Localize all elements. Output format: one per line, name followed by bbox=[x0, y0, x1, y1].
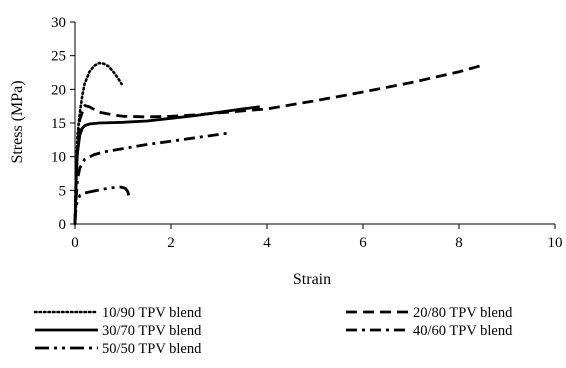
series-line-1 bbox=[73, 61, 123, 226]
chart-ticks: 0 2 4 6 8 10 0 5 10 15 20 25 30 bbox=[51, 15, 563, 251]
y-axis-title: Stress (MPa) bbox=[9, 80, 26, 163]
y-tick-label: 10 bbox=[51, 150, 66, 166]
chart-series bbox=[73, 61, 484, 226]
x-tick-label: 8 bbox=[455, 235, 463, 251]
x-tick-label: 10 bbox=[548, 235, 563, 251]
y-tick-label: 20 bbox=[51, 82, 66, 98]
series-line-4 bbox=[73, 131, 229, 225]
y-tick-label: 0 bbox=[59, 217, 67, 233]
legend-label-3: 30/70 TPV blend bbox=[102, 323, 202, 339]
chart-legend: 10/90 TPV blend 20/80 TPV blend 30/70 TPV … bbox=[33, 305, 513, 357]
series-line-3 bbox=[73, 105, 260, 225]
x-axis-title: Strain bbox=[293, 271, 331, 288]
x-tick-label: 4 bbox=[263, 235, 271, 251]
x-tick-label: 0 bbox=[71, 235, 79, 251]
legend-label-4: 40/60 TPV blend bbox=[413, 323, 513, 339]
x-tick-label: 6 bbox=[359, 235, 367, 251]
y-tick-label: 15 bbox=[51, 116, 66, 132]
y-tick-label: 5 bbox=[59, 183, 67, 199]
y-tick-label: 30 bbox=[51, 15, 66, 31]
legend-label-1: 10/90 TPV blend bbox=[102, 305, 202, 321]
series-line-5 bbox=[73, 185, 132, 225]
y-tick-label: 25 bbox=[51, 49, 66, 65]
x-tick-label: 2 bbox=[167, 235, 175, 251]
legend-label-2: 20/80 TPV blend bbox=[413, 305, 513, 321]
chart-axes bbox=[74, 22, 555, 225]
series-line-2 bbox=[73, 63, 484, 225]
legend-label-5: 50/50 TPV blend bbox=[102, 341, 202, 357]
